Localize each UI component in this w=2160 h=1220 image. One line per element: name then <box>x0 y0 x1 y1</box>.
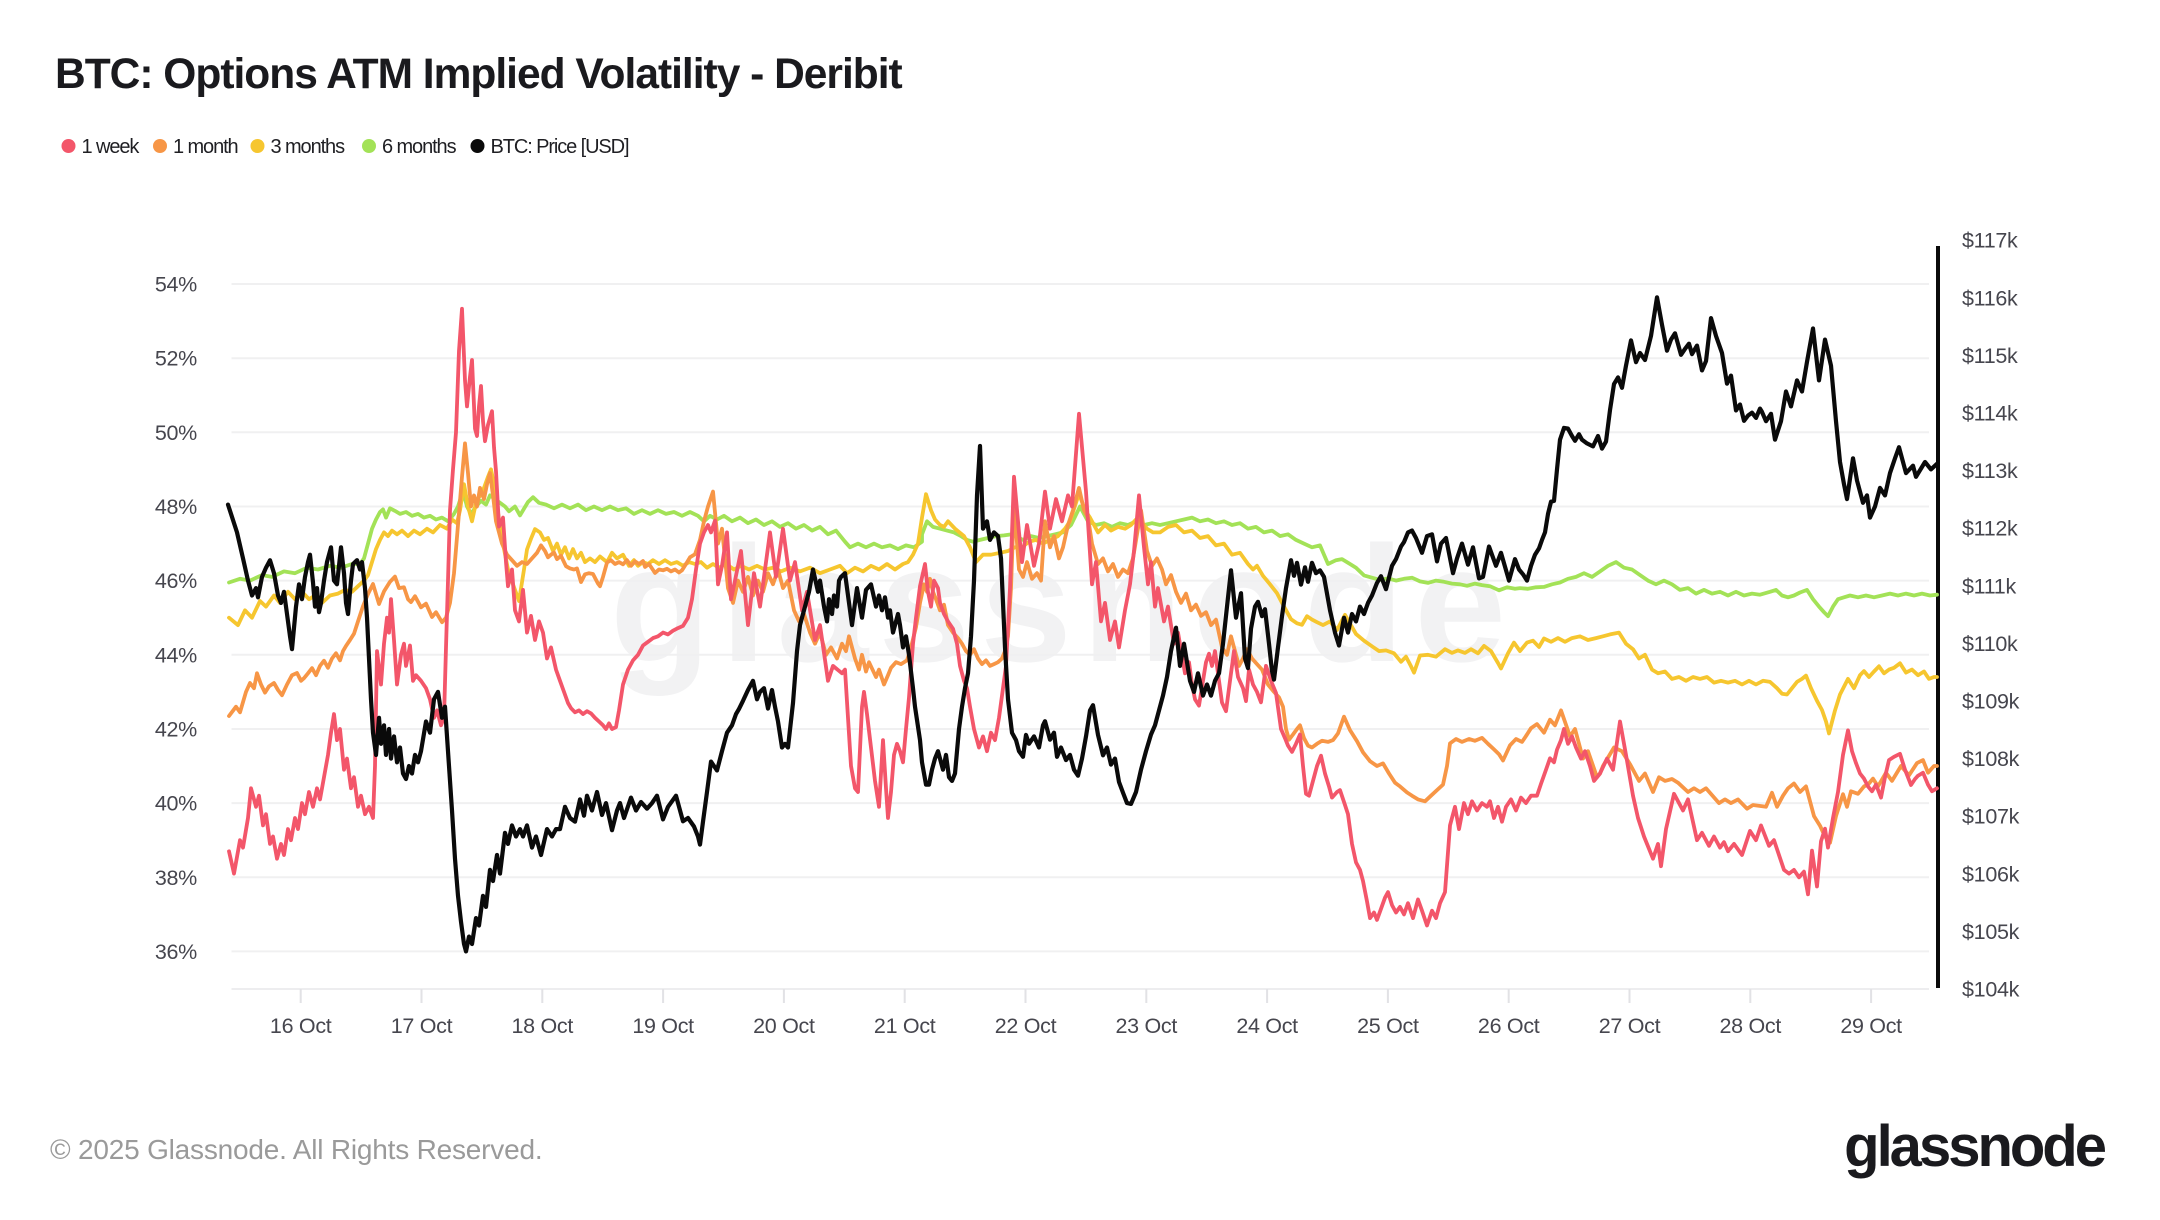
svg-text:18 Oct: 18 Oct <box>512 1014 574 1038</box>
svg-text:$106k: $106k <box>1962 862 2020 886</box>
svg-text:$105k: $105k <box>1962 920 2020 944</box>
svg-text:16 Oct: 16 Oct <box>270 1014 332 1038</box>
svg-text:$108k: $108k <box>1962 747 2020 771</box>
svg-text:42%: 42% <box>155 718 197 742</box>
svg-text:52%: 52% <box>155 347 197 371</box>
svg-text:$109k: $109k <box>1962 690 2020 714</box>
svg-text:BTC: Price [USD]: BTC: Price [USD] <box>491 136 630 158</box>
svg-text:25 Oct: 25 Oct <box>1357 1014 1419 1038</box>
svg-text:40%: 40% <box>155 792 197 816</box>
svg-text:17 Oct: 17 Oct <box>391 1014 453 1038</box>
svg-text:$112k: $112k <box>1962 517 2018 541</box>
svg-text:48%: 48% <box>155 495 197 519</box>
svg-text:$107k: $107k <box>1962 805 2020 829</box>
svg-text:$114k: $114k <box>1962 402 2018 426</box>
svg-text:46%: 46% <box>155 569 197 593</box>
svg-text:$104k: $104k <box>1962 978 2020 1002</box>
svg-text:36%: 36% <box>155 940 197 964</box>
svg-text:1 month: 1 month <box>173 136 238 158</box>
svg-text:$111k: $111k <box>1962 574 2016 598</box>
svg-text:$117k: $117k <box>1962 229 2018 253</box>
svg-text:3 months: 3 months <box>271 136 346 158</box>
svg-text:22 Oct: 22 Oct <box>995 1014 1057 1038</box>
svg-text:20 Oct: 20 Oct <box>753 1014 815 1038</box>
svg-text:28 Oct: 28 Oct <box>1720 1014 1782 1038</box>
svg-text:19 Oct: 19 Oct <box>632 1014 694 1038</box>
svg-text:6 months: 6 months <box>382 136 457 158</box>
svg-text:44%: 44% <box>155 643 197 667</box>
svg-text:26 Oct: 26 Oct <box>1478 1014 1540 1038</box>
svg-text:$115k: $115k <box>1962 344 2018 368</box>
svg-text:glassnode: glassnode <box>1844 1114 2106 1179</box>
svg-text:27 Oct: 27 Oct <box>1599 1014 1661 1038</box>
svg-text:54%: 54% <box>155 273 197 297</box>
svg-text:$116k: $116k <box>1962 286 2018 310</box>
svg-text:$110k: $110k <box>1962 632 2018 656</box>
svg-text:23 Oct: 23 Oct <box>1116 1014 1178 1038</box>
svg-text:29 Oct: 29 Oct <box>1840 1014 1902 1038</box>
svg-text:38%: 38% <box>155 866 197 890</box>
svg-text:1 week: 1 week <box>82 136 141 158</box>
svg-text:21 Oct: 21 Oct <box>874 1014 936 1038</box>
svg-text:50%: 50% <box>155 421 197 445</box>
svg-text:$113k: $113k <box>1962 459 2018 483</box>
svg-text:© 2025 Glassnode. All Rights R: © 2025 Glassnode. All Rights Reserved. <box>50 1134 542 1165</box>
svg-text:BTC: Options ATM Implied Volat: BTC: Options ATM Implied Volatility - De… <box>55 51 903 98</box>
svg-text:24 Oct: 24 Oct <box>1236 1014 1298 1038</box>
